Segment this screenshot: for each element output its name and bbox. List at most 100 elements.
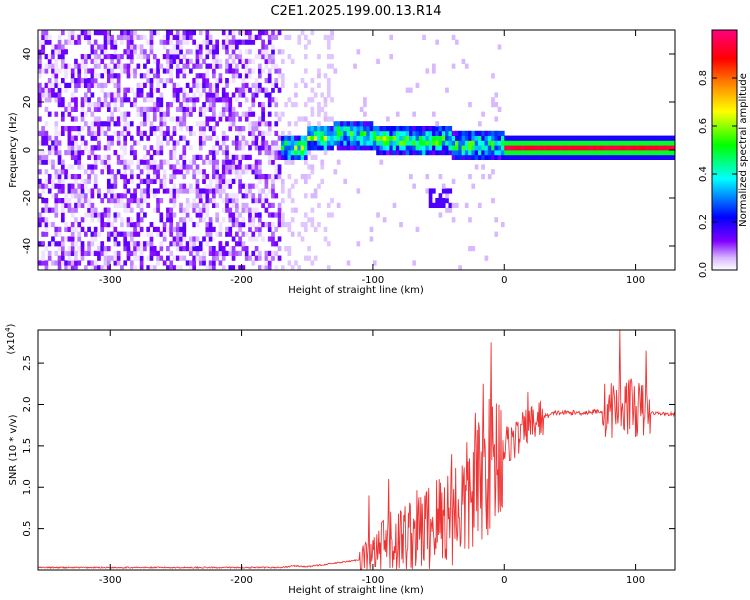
spectrogram-cell [139, 121, 144, 127]
spectrogram-cell [277, 212, 282, 218]
spectrogram-cell [353, 126, 357, 132]
spectrogram-cell [51, 164, 55, 170]
spectrogram-cell [257, 130, 262, 136]
spectrogram-cell [303, 222, 308, 228]
spectrogram-cell [67, 198, 72, 204]
spectrogram-cell [87, 78, 91, 84]
spectrogram-cell [221, 130, 226, 136]
spectrogram-cell [451, 178, 456, 184]
spectrogram-cell [225, 34, 229, 40]
spectrogram-cell [310, 111, 315, 117]
spectrogram-cell [136, 130, 141, 136]
spectrogram-cell [208, 236, 213, 242]
spectrogram-cell [576, 154, 581, 160]
spectrogram-cell [359, 140, 364, 146]
spectrogram-cell [267, 159, 272, 165]
spectrogram-cell [60, 116, 65, 122]
spectrogram-cell [445, 150, 449, 156]
spectrogram-cell [389, 130, 394, 136]
spectrogram-cell [412, 111, 416, 117]
spectrogram-cell [175, 68, 180, 74]
spectrogram-cell [441, 150, 446, 156]
spectrogram-cell [238, 49, 242, 55]
spectrogram-cell [369, 145, 374, 151]
spectrogram-cell [172, 97, 177, 103]
spectrogram-cell [60, 169, 65, 175]
spectrogram-cell [376, 150, 380, 156]
spectrogram-cell [126, 126, 131, 132]
spectrogram-cell [235, 135, 239, 141]
spectrogram-cell [74, 34, 78, 40]
spectrogram-cell [271, 178, 275, 184]
spectrogram-cell [280, 135, 285, 141]
spectrogram-cell [320, 92, 325, 98]
spectrogram-cell [198, 92, 203, 98]
spectrogram-cell [267, 188, 272, 194]
spectrogram-cell [208, 92, 213, 98]
spectrogram-cell [425, 135, 430, 141]
spectrogram-cell [77, 145, 82, 151]
spectrogram-cell [185, 111, 190, 117]
spectrogram-cell [198, 121, 203, 127]
spectrogram-cell [205, 174, 210, 180]
spectrogram-cell [172, 54, 177, 60]
spectrogram-cell [652, 150, 656, 156]
spectrogram-cell [182, 183, 187, 189]
spectrogram-cell [448, 145, 453, 151]
spectrogram-cell [110, 222, 114, 228]
spectrogram-cell [625, 145, 630, 151]
spectrogram-cell [192, 78, 196, 84]
spectrogram-cell [38, 49, 42, 55]
spectrogram-cell [569, 145, 574, 151]
spectrogram-cell [172, 44, 177, 50]
spectrogram-cell [146, 106, 151, 112]
spectrogram-cell [129, 169, 134, 175]
spectrogram-cell [129, 44, 134, 50]
spectrogram-cell [225, 63, 229, 69]
spectrogram-cell [44, 154, 49, 160]
spectrogram-cell [481, 154, 485, 160]
spectrogram-cell [152, 207, 157, 213]
spectrogram-cell [280, 154, 285, 160]
spectrogram-cell [294, 150, 298, 156]
spectrogram-cell [241, 63, 246, 69]
spectrogram-cell [271, 97, 275, 103]
spectrogram-cell [372, 145, 377, 151]
spectrogram-cell [267, 121, 272, 127]
spectrogram-cell [592, 140, 597, 146]
spectrogram-cell [126, 111, 131, 117]
spectrogram-cell [455, 150, 459, 156]
spectrogram-cell [537, 150, 541, 156]
spectrogram-cell [139, 106, 144, 112]
spectrogram-cell [336, 202, 341, 208]
spectrogram-cell [182, 159, 187, 165]
spectrogram-cell [120, 198, 124, 204]
spectrogram-cell [471, 135, 476, 141]
spectrogram-cell [661, 154, 666, 160]
spectrogram-cell [149, 44, 154, 50]
spectrogram-cell [202, 87, 206, 93]
spectrogram-cell [185, 97, 190, 103]
spectrogram-cell [553, 154, 558, 160]
spectrogram-cell [418, 135, 423, 141]
spectrogram-cell [468, 246, 472, 252]
spectrogram-cell [38, 54, 42, 60]
spectrogram-cell [80, 54, 85, 60]
spectrogram-cell [507, 150, 512, 156]
spectrogram-cell [192, 92, 196, 98]
spectrogram-cell [346, 121, 351, 127]
spectrogram-cell [166, 63, 170, 69]
spectrogram-cell [90, 82, 95, 88]
spectrogram-cell [238, 126, 242, 132]
spectrogram-cell [487, 150, 492, 156]
spectrogram-cell [231, 164, 236, 170]
spectrogram-cell [129, 30, 134, 36]
spectrogram-cell [70, 135, 75, 141]
spectrogram-cell [126, 39, 131, 45]
spectrogram-cell [340, 121, 344, 127]
spectrogram-cell [556, 140, 561, 146]
spectrogram-cell [481, 130, 485, 136]
spectrogram-cell [83, 169, 88, 175]
spectrogram-cell [303, 178, 308, 184]
spectrogram-cell [136, 106, 141, 112]
